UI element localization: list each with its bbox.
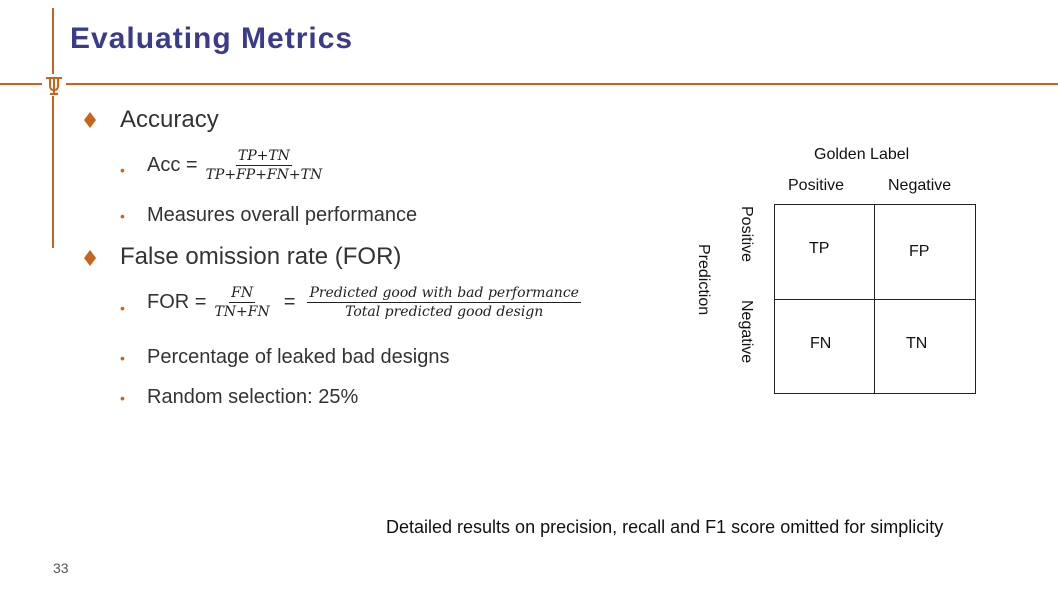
for-point2-bullet: • [120, 390, 125, 406]
for-denominator-2: Total predicted good design [345, 304, 544, 320]
matrix-cell-fn: FN [810, 335, 832, 352]
accuracy-fraction: TP+TN TP+FP+FN+TN [204, 148, 325, 183]
accuracy-heading: Accuracy [120, 106, 219, 133]
for-numerator-2: Predicted good with bad performance [307, 285, 581, 303]
matrix-col-negative: Negative [888, 177, 952, 194]
accuracy-denominator: TP+FP+FN+TN [205, 167, 323, 183]
accent-horizontal-line-right [66, 83, 1058, 85]
for-diamond-icon [84, 250, 96, 271]
longhorn-u-icon [44, 74, 64, 96]
for-numerator-1: FN [229, 285, 256, 303]
accuracy-formula-bullet: • [120, 162, 125, 178]
for-formula: FOR = FN TN+FN = Predicted good with bad… [147, 285, 581, 320]
for-fraction-1: FN TN+FN [212, 285, 271, 320]
for-point-2: Random selection: 25% [147, 386, 359, 408]
matrix-col-positive: Positive [788, 177, 845, 194]
for-point-1: Percentage of leaked bad designs [147, 346, 450, 368]
for-denominator-1: TN+FN [214, 304, 270, 320]
matrix-cell-tp: TP [809, 240, 830, 257]
footer-note: Detailed results on precision, recall an… [386, 517, 944, 537]
for-point1-bullet: • [120, 350, 125, 366]
for-equals: = [283, 291, 296, 313]
accuracy-numerator: TP+TN [235, 148, 292, 166]
accent-horizontal-line-left [0, 83, 42, 85]
accuracy-diamond-icon [84, 112, 96, 133]
matrix-horizontal-divider [774, 299, 976, 300]
accent-vertical-line-bottom [52, 96, 54, 248]
accuracy-formula-prefix: Acc = [147, 154, 198, 176]
for-formula-prefix: FOR = [147, 291, 207, 313]
matrix-cell-fp: FP [909, 243, 930, 260]
matrix-row-negative: Negative [738, 300, 755, 364]
accuracy-formula: Acc = TP+TN TP+FP+FN+TN [147, 148, 324, 183]
matrix-row-positive: Positive [738, 206, 755, 263]
matrix-column-title: Golden Label [814, 146, 910, 163]
for-formula-bullet: • [120, 300, 125, 316]
for-fraction-2: Predicted good with bad performance Tota… [307, 285, 581, 320]
for-heading: False omission rate (FOR) [120, 243, 402, 270]
matrix-row-title: Prediction [695, 244, 712, 316]
accent-vertical-line-top [52, 8, 54, 74]
accuracy-point-bullet: • [120, 208, 125, 224]
accuracy-point: Measures overall performance [147, 204, 418, 226]
slide-title: Evaluating Metrics [70, 22, 354, 55]
matrix-cell-tn: TN [906, 335, 928, 352]
page-number: 33 [53, 560, 69, 576]
